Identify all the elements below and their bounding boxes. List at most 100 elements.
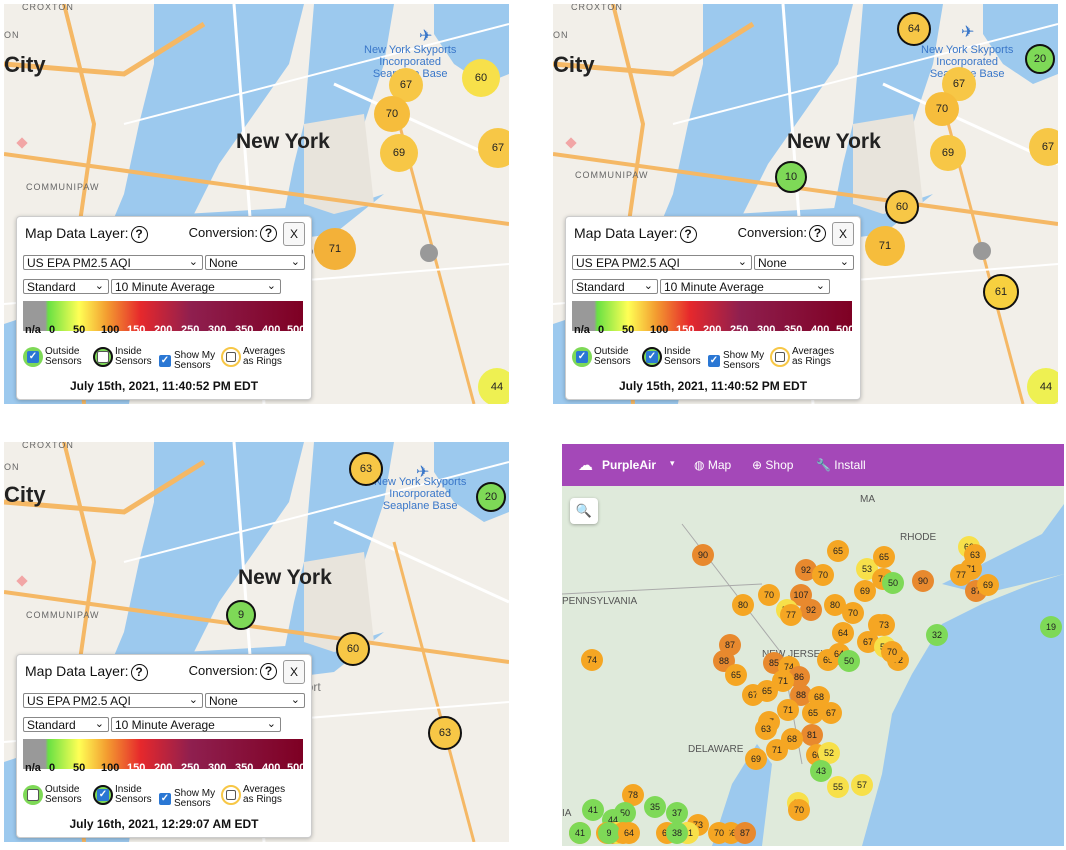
show-my-sensors-toggle[interactable]: ✓ Show My Sensors <box>708 351 764 371</box>
style-select[interactable]: Standard ⌄ <box>23 279 109 294</box>
close-button[interactable]: X <box>832 222 854 246</box>
outside-sensors-toggle[interactable]: Outside Sensors <box>23 785 82 805</box>
help-icon[interactable]: ? <box>130 225 148 243</box>
aqi-cluster-marker[interactable]: 69 <box>854 580 876 602</box>
aqi-cluster-marker[interactable]: 37 <box>666 802 688 824</box>
aqi-cluster-marker[interactable]: 65 <box>725 664 747 686</box>
checkbox-unchecked-icon[interactable] <box>27 789 39 801</box>
checkbox-checked-icon[interactable]: ✓ <box>646 351 658 363</box>
aqi-cluster-marker[interactable]: 67 <box>857 631 879 653</box>
aqi-cluster-marker[interactable]: 71 <box>777 699 799 721</box>
averages-rings-toggle[interactable]: Averages as Rings <box>221 347 285 367</box>
aqi-cluster-marker[interactable]: 43 <box>810 760 832 782</box>
help-icon[interactable]: ? <box>679 225 697 243</box>
checkbox-unchecked-icon[interactable] <box>226 790 236 800</box>
aqi-cluster-marker[interactable]: 70 <box>758 584 780 606</box>
conversion-select[interactable]: None ⌄ <box>754 255 854 270</box>
sensor-marker[interactable]: 69 <box>930 135 966 171</box>
aqi-cluster-marker[interactable]: 88 <box>790 684 812 706</box>
aqi-cluster-marker[interactable]: 70 <box>881 641 903 663</box>
grey-sensor-dot[interactable] <box>973 242 991 260</box>
nav-install[interactable]: 🔧 Install <box>816 458 866 472</box>
checkbox-unchecked-icon[interactable] <box>775 352 785 362</box>
sensor-marker[interactable]: 44 <box>1027 368 1058 404</box>
sensor-marker[interactable]: 60 <box>462 59 500 97</box>
aqi-cluster-marker[interactable]: 50 <box>882 572 904 594</box>
aqi-cluster-marker[interactable]: 50 <box>838 650 860 672</box>
map-panel-3[interactable]: City CROXTON ON New York COMMUNIPAW New … <box>4 442 509 842</box>
sensor-marker[interactable]: 60 <box>885 190 919 224</box>
help-icon[interactable]: ? <box>130 663 148 681</box>
sensor-marker[interactable]: 63 <box>428 716 462 750</box>
checkbox-checked-icon[interactable]: ✓ <box>97 789 109 801</box>
aqi-cluster-marker[interactable]: 77 <box>950 564 972 586</box>
layer-select[interactable]: US EPA PM2.5 AQI ⌄ <box>572 255 752 270</box>
averages-rings-toggle[interactable]: Averages as Rings <box>221 785 285 805</box>
aqi-cluster-marker[interactable]: 35 <box>644 796 666 818</box>
aqi-cluster-marker[interactable]: 77 <box>780 604 802 626</box>
layer-select[interactable]: US EPA PM2.5 AQI ⌄ <box>23 693 203 708</box>
aqi-cluster-marker[interactable]: 74 <box>581 649 603 671</box>
aqi-cluster-marker[interactable]: 67 <box>820 702 842 724</box>
layer-select[interactable]: US EPA PM2.5 AQI ⌄ <box>23 255 203 270</box>
map-panel-2[interactable]: City CROXTON ON New York COMMUNIPAW New … <box>553 4 1058 404</box>
checkbox-unchecked-icon[interactable] <box>226 352 236 362</box>
aqi-cluster-marker[interactable]: 65 <box>873 546 895 568</box>
aqi-cluster-marker[interactable]: 9 <box>598 822 620 844</box>
show-my-sensors-toggle[interactable]: ✓ Show My Sensors <box>159 351 215 371</box>
aqi-cluster-marker[interactable]: 63 <box>755 718 777 740</box>
sensor-marker[interactable]: 64 <box>897 12 931 46</box>
inside-sensors-toggle[interactable]: Inside Sensors <box>93 347 152 367</box>
aqi-cluster-marker[interactable]: 65 <box>756 680 778 702</box>
sensor-marker[interactable]: 20 <box>1025 44 1055 74</box>
aqi-cluster-marker[interactable]: 71 <box>766 739 788 761</box>
aqi-cluster-marker[interactable]: 90 <box>692 544 714 566</box>
aqi-cluster-marker[interactable]: 80 <box>732 594 754 616</box>
sensor-marker[interactable]: 71 <box>314 228 356 270</box>
sensor-marker[interactable]: 67 <box>478 128 509 168</box>
sensor-marker[interactable]: 70 <box>374 96 410 132</box>
aqi-cluster-marker[interactable]: 64 <box>832 622 854 644</box>
aqi-cluster-marker[interactable]: 71 <box>772 670 794 692</box>
inside-sensors-toggle[interactable]: ✓ Inside Sensors <box>93 785 152 805</box>
aqi-cluster-marker[interactable]: 69 <box>977 574 999 596</box>
aqi-cluster-marker[interactable]: 65 <box>827 540 849 562</box>
aqi-cluster-marker[interactable]: 73 <box>873 614 895 636</box>
sensor-marker[interactable]: 60 <box>336 632 370 666</box>
checkbox-checked-icon[interactable]: ✓ <box>159 355 171 367</box>
aqi-cluster-marker[interactable]: 19 <box>1040 616 1062 638</box>
outside-sensors-toggle[interactable]: ✓ Outside Sensors <box>23 347 82 367</box>
aqi-cluster-marker[interactable]: 52 <box>818 742 840 764</box>
aqi-cluster-marker[interactable]: 90 <box>912 570 934 592</box>
help-icon[interactable]: ? <box>260 225 277 243</box>
sensor-marker[interactable]: 70 <box>925 92 959 126</box>
checkbox-checked-icon[interactable]: ✓ <box>576 351 588 363</box>
aqi-cluster-marker[interactable]: 92 <box>800 599 822 621</box>
aqi-cluster-marker[interactable]: 68 <box>808 686 830 708</box>
checkbox-unchecked-icon[interactable] <box>97 351 109 363</box>
style-select[interactable]: Standard ⌄ <box>23 717 109 732</box>
sensor-marker[interactable]: 63 <box>349 452 383 486</box>
help-icon[interactable]: ? <box>260 663 277 681</box>
conversion-select[interactable]: None ⌄ <box>205 693 305 708</box>
brand-link[interactable]: PurpleAir <box>602 458 657 472</box>
nav-shop[interactable]: ⊕ Shop <box>752 458 794 472</box>
sensor-marker[interactable]: 61 <box>983 274 1019 310</box>
aqi-cluster-marker[interactable]: 81 <box>801 724 823 746</box>
aqi-cluster-marker[interactable]: 92 <box>795 559 817 581</box>
checkbox-checked-icon[interactable]: ✓ <box>708 355 720 367</box>
aqi-cluster-marker[interactable]: 70 <box>788 799 810 821</box>
aqi-cluster-marker[interactable]: 69 <box>745 748 767 770</box>
inside-sensors-toggle[interactable]: ✓ Inside Sensors <box>642 347 701 367</box>
aqi-cluster-marker[interactable]: 41 <box>582 799 604 821</box>
show-my-sensors-toggle[interactable]: ✓ Show My Sensors <box>159 789 215 809</box>
aqi-cluster-marker[interactable]: 55 <box>827 776 849 798</box>
aqi-cluster-marker[interactable]: 80 <box>824 594 846 616</box>
sensor-marker[interactable]: 69 <box>380 134 418 172</box>
aqi-cluster-marker[interactable]: 32 <box>926 624 948 646</box>
aqi-cluster-marker[interactable]: 41 <box>569 822 591 844</box>
aqi-cluster-marker[interactable]: 38 <box>666 822 688 844</box>
nav-map[interactable]: ◍ Map <box>694 458 732 472</box>
aqi-cluster-marker[interactable]: 70 <box>842 602 864 624</box>
grey-sensor-dot[interactable] <box>420 244 438 262</box>
